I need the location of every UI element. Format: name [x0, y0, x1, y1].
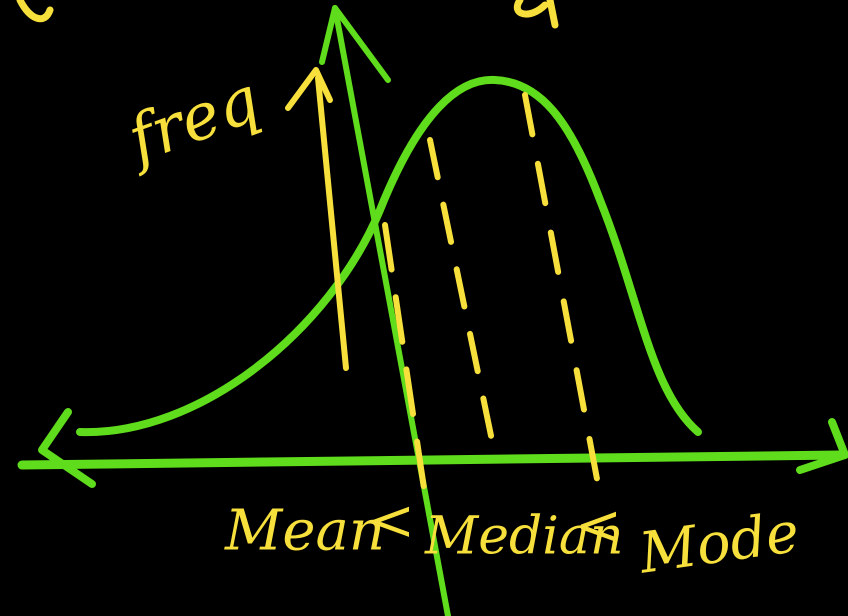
y-axis-arrow [319, 5, 391, 83]
x-axis [17, 450, 845, 470]
cropped-writing [16, 0, 54, 23]
freq-arrow [315, 75, 349, 371]
median-label: Median [424, 507, 623, 567]
mean-label: Mean [224, 499, 385, 564]
mean-line [382, 222, 428, 498]
median-line [427, 137, 498, 458]
mode-line [522, 92, 603, 498]
y-axis [332, 5, 451, 616]
relation: < [575, 494, 622, 559]
cropped-writing [514, 0, 559, 29]
freq-arrow-head [285, 67, 333, 111]
x-axis-arrow-right [796, 418, 848, 474]
relation: < [368, 489, 415, 554]
distribution-curve [76, 75, 702, 437]
x-axis-arrow-left [38, 408, 96, 488]
